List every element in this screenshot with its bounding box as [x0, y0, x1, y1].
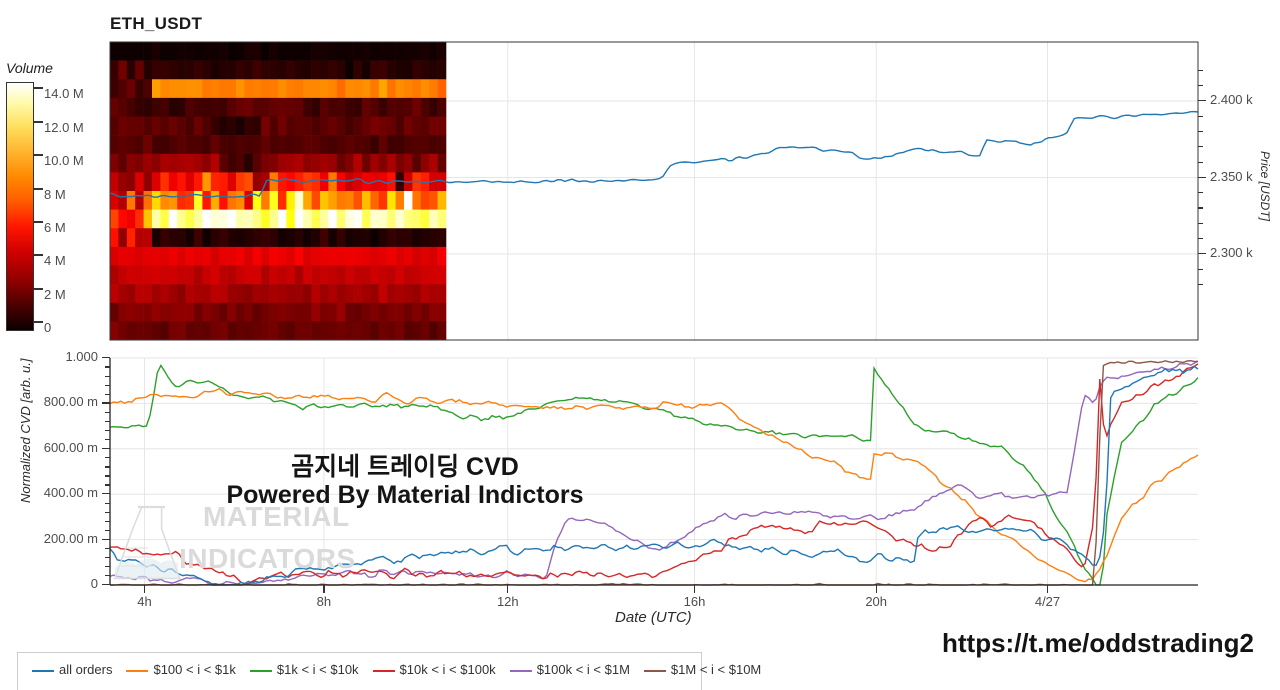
svg-text:INDICATORS: INDICATORS — [179, 543, 356, 574]
